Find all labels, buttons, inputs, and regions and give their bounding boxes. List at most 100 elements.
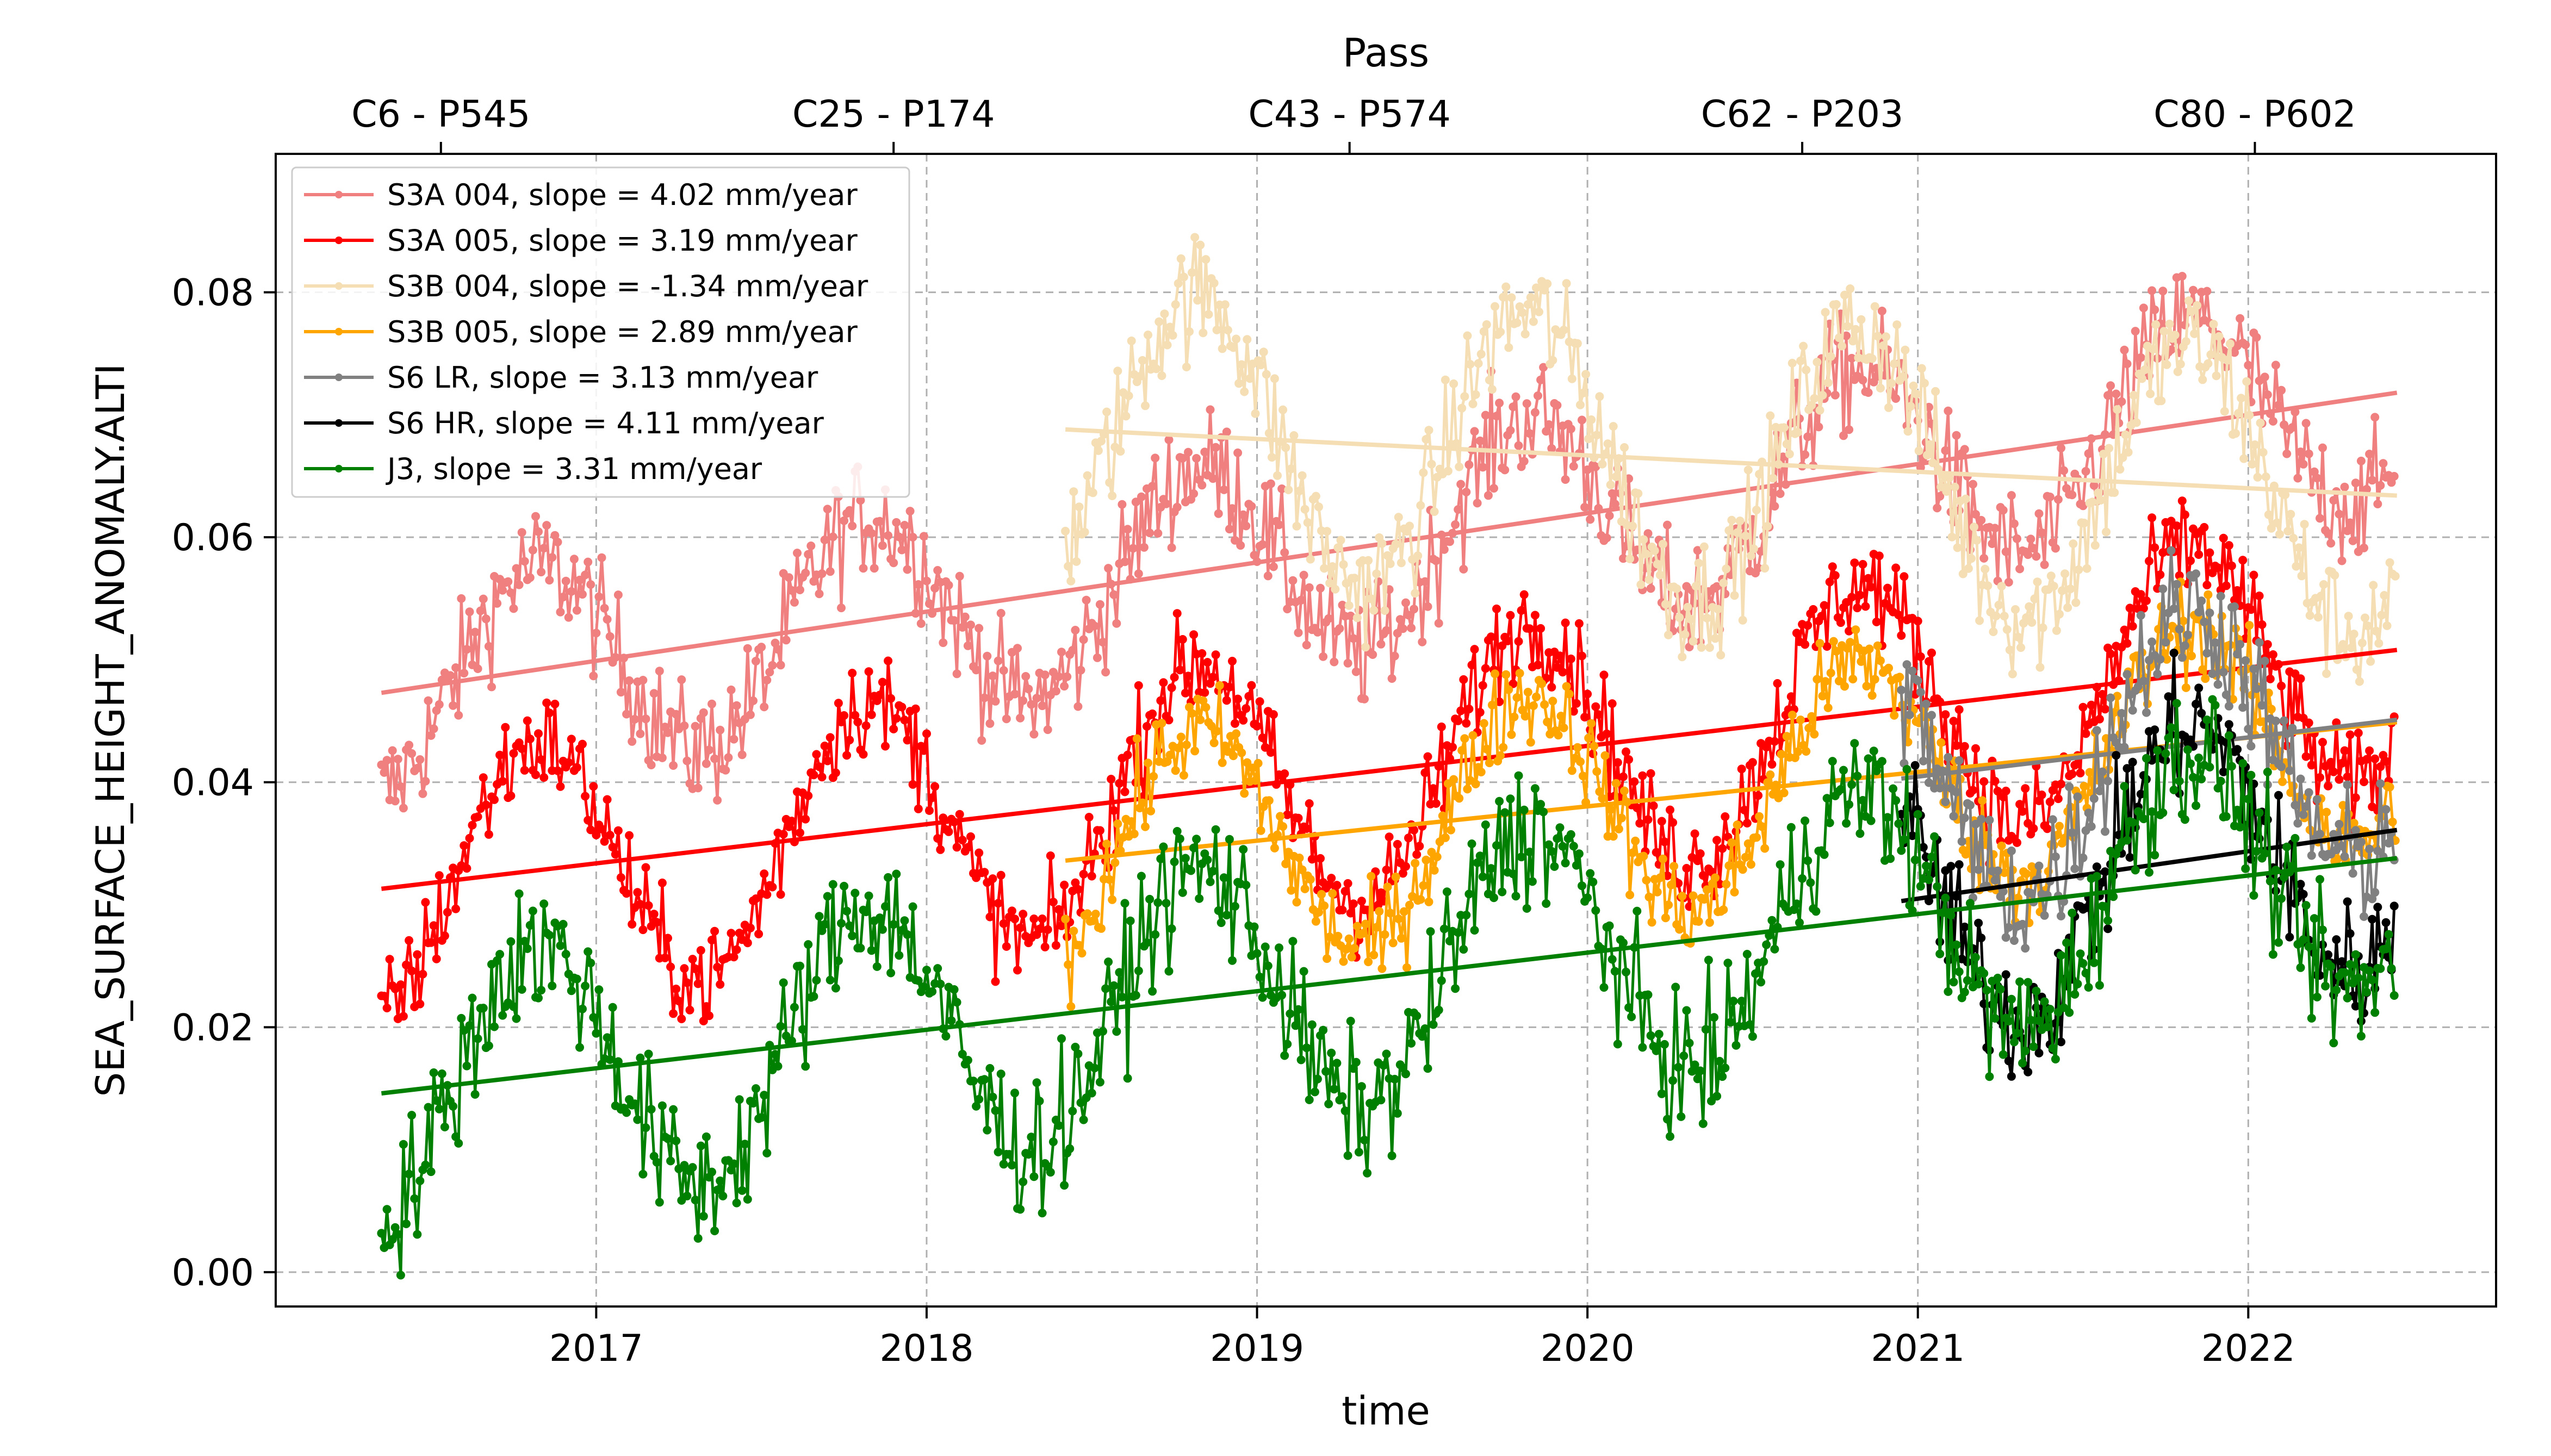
data-point [1159,842,1168,851]
data-point [1525,848,1534,856]
data-point [1890,711,1899,720]
data-point [1080,527,1089,537]
data-point [2326,962,2336,971]
data-point [1203,855,1212,864]
data-point [2167,546,2176,555]
data-point [1965,800,1975,810]
data-point [1294,1005,1303,1014]
data-point [1289,431,1299,440]
data-point [812,975,821,985]
data-point [1556,712,1566,720]
data-point [1188,709,1196,718]
data-point [2015,800,2025,809]
trend-line [381,648,2398,891]
data-point [1269,562,1278,571]
data-point [413,950,422,959]
data-point [1842,819,1851,828]
data-point [1993,787,2002,796]
data-point [1342,578,1351,588]
data-point [2227,561,2236,570]
data-point [1653,887,1662,897]
data-point [1649,801,1658,810]
data-point [2192,801,2201,810]
data-point [553,766,562,775]
data-point [1267,453,1276,462]
data-point [2175,776,2184,786]
data-point [2147,286,2157,295]
data-point [2216,776,2225,786]
data-point [1845,626,1854,636]
data-point [2025,602,2034,611]
data-point [2317,592,2325,601]
data-point [410,1194,419,1203]
data-point [641,714,650,724]
data-point [1411,858,1420,868]
data-point [881,902,890,911]
data-point [1858,376,1867,385]
data-point [490,1022,499,1031]
data-point [1530,611,1540,620]
data-point [2242,377,2251,386]
data-point [1102,839,1112,849]
data-point [2026,888,2035,898]
data-point [1299,570,1308,580]
data-point [1027,1133,1036,1142]
data-point [1277,484,1287,493]
data-point [1485,376,1494,384]
data-point [1189,843,1199,853]
data-point [2249,570,2258,580]
data-point [1635,819,1644,828]
data-point [1711,634,1720,643]
data-point [1619,772,1628,781]
data-point [1763,521,1772,531]
data-point [672,710,681,719]
data-point [867,528,876,538]
data-point [2159,327,2169,336]
data-point [1223,326,1232,335]
data-point [413,764,422,773]
data-point [1024,685,1033,694]
data-point [567,587,576,596]
data-point [2201,674,2210,683]
data-point [691,721,700,731]
data-point [1245,374,1255,383]
data-point [2089,481,2099,490]
data-point [1172,609,1182,618]
data-point [903,930,912,939]
data-point [966,832,975,841]
data-point [2165,319,2174,328]
data-point [864,891,873,900]
data-point [737,1186,747,1195]
top-axis-title: Pass [1343,30,1429,76]
data-point [1178,453,1187,463]
y-tick-label: 0.04 [172,762,254,805]
y-tick-label: 0.02 [172,1006,254,1049]
data-point [1153,528,1163,538]
data-point [914,976,923,985]
data-point [2176,359,2185,369]
data-point [1562,279,1571,288]
data-point [1694,558,1703,568]
data-point [2034,861,2044,870]
data-point [735,1095,744,1104]
data-point [1127,337,1136,345]
data-point [1075,502,1084,512]
data-point [2229,695,2237,704]
data-point [2055,822,2064,831]
data-point [1754,791,1763,800]
data-point [1391,872,1400,881]
data-point [1459,675,1468,684]
data-point [1754,563,1763,573]
data-point [1580,502,1590,512]
data-point [652,918,661,927]
data-point [1283,605,1292,614]
data-point [861,721,871,730]
data-point [1321,1067,1331,1076]
data-point [1850,739,1859,748]
data-point [2085,768,2094,777]
data-point [809,577,818,586]
data-point [1925,875,1933,885]
data-point [449,701,458,710]
data-point [1584,733,1593,743]
data-point [402,960,411,969]
